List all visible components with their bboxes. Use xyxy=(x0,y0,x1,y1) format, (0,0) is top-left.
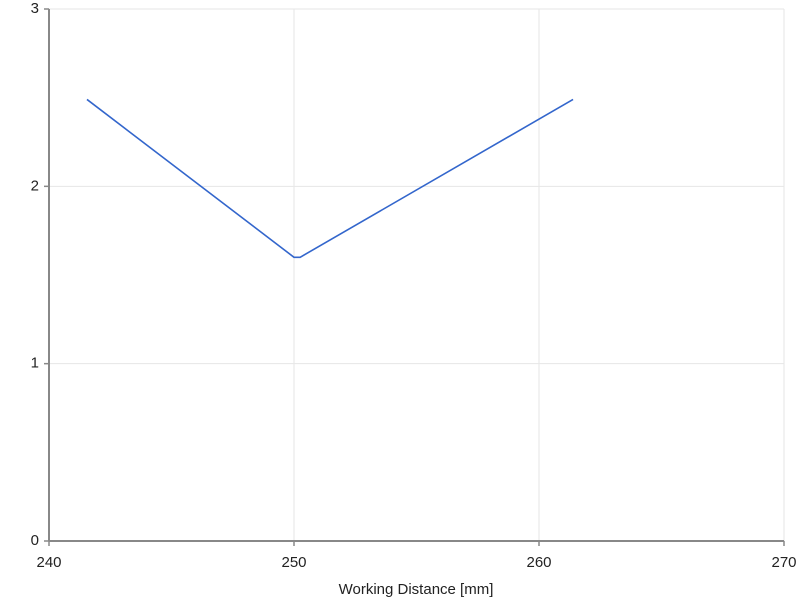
x-tick-label: 260 xyxy=(526,554,551,571)
x-tick-label: 250 xyxy=(281,554,306,571)
y-tick-label: 0 xyxy=(31,532,39,549)
y-tick-label: 1 xyxy=(31,355,39,372)
y-tick-label: 3 xyxy=(31,0,39,17)
x-tick-label: 240 xyxy=(36,554,61,571)
x-tick-label: 270 xyxy=(771,554,796,571)
x-axis-label: Working Distance [mm] xyxy=(339,581,494,598)
y-tick-label: 2 xyxy=(31,177,39,194)
line-series xyxy=(86,98,574,259)
